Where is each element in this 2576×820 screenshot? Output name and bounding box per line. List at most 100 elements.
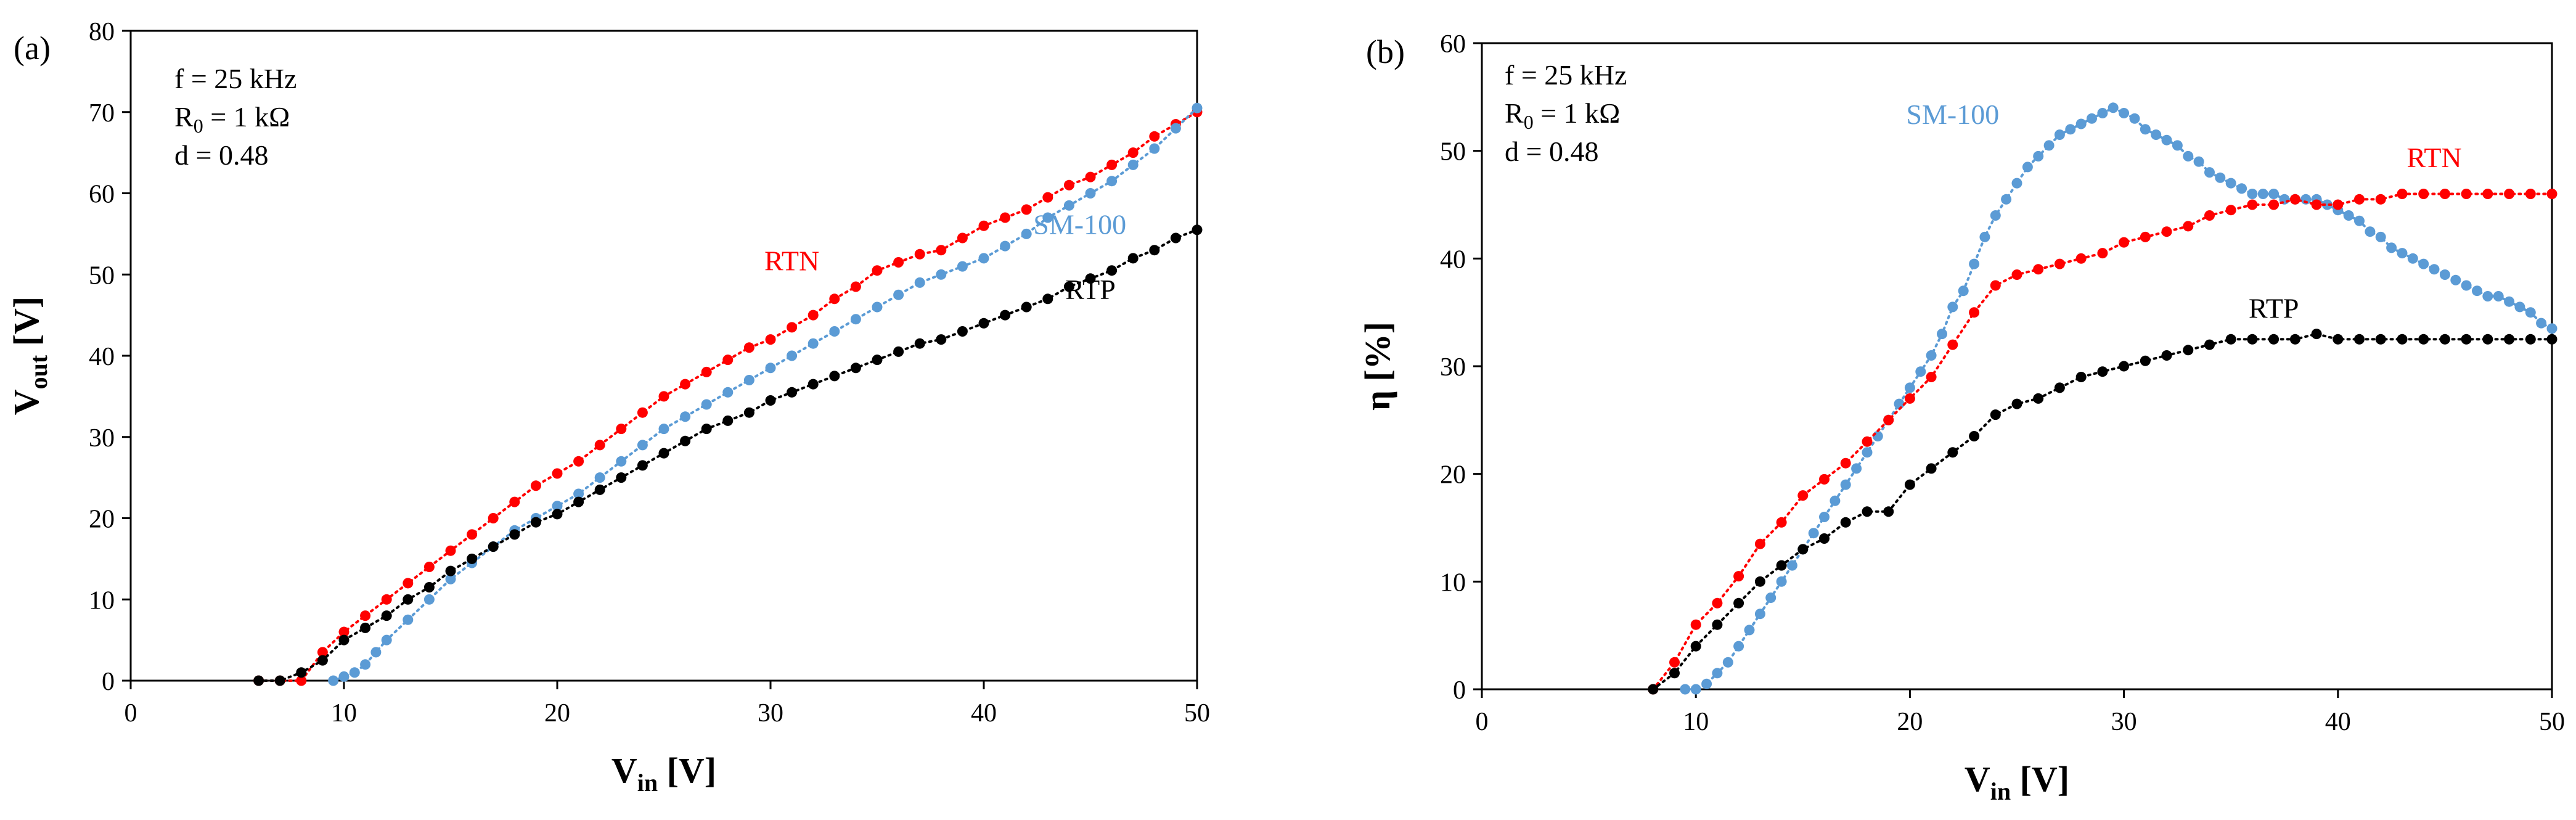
annotation-line: R0 = 1 kΩ: [174, 101, 290, 137]
annotation-text: d = 0.48: [1505, 136, 1598, 167]
data-point: [957, 326, 968, 337]
data-point: [1690, 619, 1701, 630]
data-point: [2418, 334, 2429, 345]
data-point: [829, 371, 840, 382]
data-point: [1733, 597, 1744, 609]
annotation-text: f = 25 kHz: [1505, 59, 1627, 91]
data-point: [2183, 221, 2194, 232]
series-trendline: [1683, 106, 2553, 691]
data-point: [1127, 147, 1139, 158]
data-point: [552, 501, 563, 512]
data-point: [1085, 188, 1096, 199]
data-point: [573, 496, 584, 507]
y-tick-label: 0: [1453, 676, 1466, 705]
data-point: [2108, 102, 2119, 113]
annotation-text: d = 0.48: [174, 139, 268, 171]
y-tick-label: 10: [1440, 568, 1466, 597]
series-trendline: [1651, 192, 2553, 691]
data-point: [1733, 641, 1744, 652]
data-point: [381, 594, 392, 605]
data-point: [2097, 108, 2108, 118]
data-point: [2418, 189, 2429, 199]
data-point: [1819, 512, 1830, 522]
y-tick-label: 60: [1440, 30, 1466, 59]
data-point: [1969, 431, 1980, 441]
series-label: RTP: [1065, 274, 1116, 305]
data-point: [2247, 199, 2258, 210]
data-point: [2225, 205, 2236, 216]
data-point: [850, 363, 861, 374]
data-point: [765, 363, 776, 374]
data-point: [2011, 398, 2022, 409]
data-point: [658, 391, 669, 402]
series-rtn: RTN: [253, 107, 1203, 686]
data-point: [423, 582, 435, 592]
axis-title-main: V: [611, 750, 637, 790]
data-point: [2161, 134, 2172, 146]
data-point: [1063, 281, 1074, 292]
series-rtn: RTN: [1648, 142, 2558, 695]
data-point: [328, 675, 339, 686]
data-point: [2482, 334, 2493, 345]
data-point: [2536, 318, 2547, 329]
data-point: [1776, 576, 1787, 587]
data-point: [2268, 334, 2280, 345]
data-point: [2268, 199, 2280, 210]
data-point: [2075, 372, 2087, 382]
data-point: [2321, 199, 2333, 210]
data-point: [317, 655, 328, 666]
data-point: [1851, 463, 1862, 474]
data-point: [2365, 226, 2376, 237]
data-point: [1958, 285, 1969, 297]
data-point: [594, 484, 605, 495]
data-point: [1712, 619, 1723, 630]
data-point: [1883, 414, 1894, 425]
data-point: [403, 614, 414, 625]
y-tick-label: 50: [1440, 138, 1466, 166]
data-point: [893, 289, 904, 300]
data-point: [403, 578, 414, 589]
data-point: [1808, 528, 1819, 539]
data-point: [1127, 253, 1139, 264]
data-point: [1754, 609, 1765, 620]
data-point: [829, 326, 840, 337]
data-point: [2097, 248, 2108, 259]
data-point: [2375, 194, 2386, 205]
data-point: [2054, 258, 2065, 269]
data-point: [467, 529, 478, 540]
data-point: [1894, 398, 1905, 409]
x-tick-label: 0: [1476, 708, 1489, 736]
data-point: [1149, 245, 1160, 256]
data-point: [594, 440, 605, 451]
axis-title-main: η [%]: [1357, 322, 1397, 411]
annotation-text: R: [1505, 97, 1524, 129]
data-point: [787, 350, 798, 361]
data-point: [637, 407, 648, 418]
data-point: [1926, 350, 1937, 361]
data-point: [360, 659, 371, 670]
data-point: [680, 379, 691, 390]
data-point: [2119, 108, 2130, 118]
data-point: [872, 265, 883, 276]
data-point: [381, 634, 392, 646]
data-point: [2375, 334, 2386, 345]
data-point: [2546, 189, 2558, 199]
data-point: [445, 545, 456, 556]
data-point: [2204, 167, 2215, 178]
data-point: [1106, 159, 1118, 170]
data-point: [1021, 228, 1032, 239]
data-point: [914, 277, 925, 288]
data-point: [1063, 179, 1074, 191]
annotation-text: R: [174, 101, 194, 133]
data-point: [2343, 210, 2354, 221]
series-label: SM-100: [1906, 99, 1999, 130]
data-point: [2247, 189, 2258, 199]
data-point: [701, 366, 712, 377]
data-point: [701, 424, 712, 435]
data-point: [1926, 372, 1937, 382]
data-point: [1000, 212, 1011, 223]
annotation-text: f = 25 kHz: [174, 63, 296, 94]
x-tick-label: 30: [2111, 708, 2137, 736]
x-tick-label: 30: [758, 699, 783, 728]
